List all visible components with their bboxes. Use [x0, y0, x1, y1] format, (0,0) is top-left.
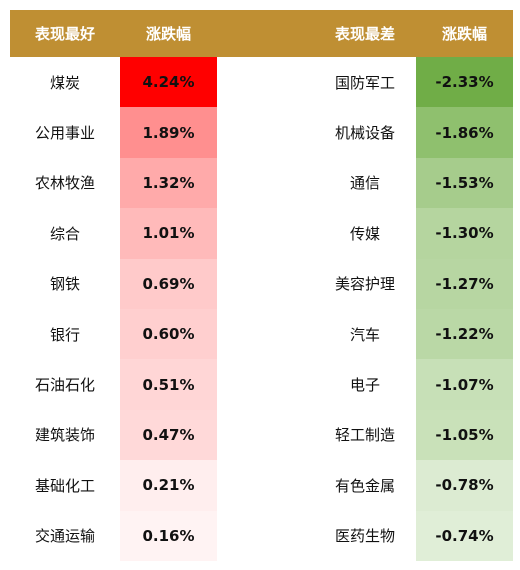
worst-sector-name: 有色金属 — [334, 476, 395, 495]
row-spacer — [217, 409, 314, 461]
best-sector-name: 交通运输 — [34, 527, 95, 546]
header-change-label-best: 涨跌幅 — [145, 25, 191, 43]
header-change-label-worst: 涨跌幅 — [441, 25, 487, 43]
best-sector-change: 1.32% — [120, 157, 217, 209]
best-sector-name: 石油石化 — [34, 376, 95, 395]
worst-sector-name: 汽车 — [349, 325, 380, 344]
row-spacer — [217, 359, 314, 410]
table-body: 煤炭 4.24% 国防军工 -2.33% 公用事业 1.89% 机械设备 -1.86% 农林牧渔… — [10, 57, 513, 561]
header-best-label: 表现最好 — [34, 25, 95, 43]
sector-performance-table: 表现最好 涨跌幅 表现最差 涨跌幅 煤炭 4.24% 国防军工 -2.33% 公用事业 1… — [10, 10, 513, 561]
table-header: 表现最好 涨跌幅 表现最差 涨跌幅 — [10, 10, 513, 57]
row-spacer — [217, 460, 314, 511]
table-row: 公用事业 1.89% 机械设备 -1.86% — [10, 107, 513, 158]
worst-sector-name: 医药生物 — [334, 527, 395, 546]
worst-sector-name: 国防军工 — [334, 73, 395, 92]
best-sector-change: 1.89% — [120, 107, 217, 158]
header-worst-label: 表现最差 — [334, 25, 395, 43]
worst-sector-name: 电子 — [349, 376, 380, 395]
table-row: 交通运输 0.16% 医药生物 -0.74% — [10, 510, 513, 561]
table-row: 基础化工 0.21% 有色金属 -0.78% — [10, 460, 513, 511]
best-sector-change: 0.51% — [120, 359, 217, 410]
worst-sector-name: 通信 — [349, 174, 380, 193]
best-sector-name: 建筑装饰 — [34, 426, 95, 445]
row-spacer — [217, 258, 314, 309]
worst-sector-name: 美容护理 — [334, 275, 395, 294]
best-sector-name: 综合 — [49, 224, 80, 243]
best-sector-name: 煤炭 — [49, 73, 80, 92]
best-sector-change: 0.16% — [120, 510, 217, 561]
worst-sector-change: -1.53% — [416, 157, 513, 209]
worst-sector-change: -2.33% — [416, 57, 513, 108]
best-sector-name: 公用事业 — [34, 124, 95, 143]
best-sector-change: 0.69% — [120, 258, 217, 309]
worst-sector-change: -0.78% — [416, 460, 513, 511]
table-row: 石油石化 0.51% 电子 -1.07% — [10, 359, 513, 410]
best-sector-name: 钢铁 — [49, 275, 80, 294]
best-sector-name: 基础化工 — [34, 476, 95, 495]
row-spacer — [217, 510, 314, 561]
best-sector-name: 银行 — [49, 325, 80, 344]
worst-sector-name: 传媒 — [349, 224, 380, 243]
best-sector-name: 农林牧渔 — [34, 174, 95, 193]
best-sector-change: 0.47% — [120, 409, 217, 461]
worst-sector-change: -0.74% — [416, 510, 513, 561]
worst-sector-change: -1.07% — [416, 359, 513, 410]
table-row: 综合 1.01% 传媒 -1.30% — [10, 208, 513, 259]
worst-sector-change: -1.22% — [416, 308, 513, 360]
row-spacer — [217, 157, 314, 209]
table-row: 煤炭 4.24% 国防军工 -2.33% — [10, 57, 513, 108]
table-row: 钢铁 0.69% 美容护理 -1.27% — [10, 258, 513, 309]
worst-sector-change: -1.30% — [416, 208, 513, 259]
table-row: 建筑装饰 0.47% 轻工制造 -1.05% — [10, 409, 513, 461]
best-sector-change: 1.01% — [120, 208, 217, 259]
table-row: 农林牧渔 1.32% 通信 -1.53% — [10, 157, 513, 209]
best-sector-change: 0.21% — [120, 460, 217, 511]
row-spacer — [217, 107, 314, 158]
worst-sector-name: 机械设备 — [334, 124, 395, 143]
worst-sector-change: -1.86% — [416, 107, 513, 158]
best-sector-change: 0.60% — [120, 308, 217, 360]
row-spacer — [217, 308, 314, 360]
best-sector-change: 4.24% — [120, 57, 217, 108]
worst-sector-change: -1.27% — [416, 258, 513, 309]
row-spacer — [217, 57, 314, 108]
table-row: 银行 0.60% 汽车 -1.22% — [10, 308, 513, 360]
row-spacer — [217, 208, 314, 259]
worst-sector-change: -1.05% — [416, 409, 513, 461]
worst-sector-name: 轻工制造 — [334, 426, 395, 445]
